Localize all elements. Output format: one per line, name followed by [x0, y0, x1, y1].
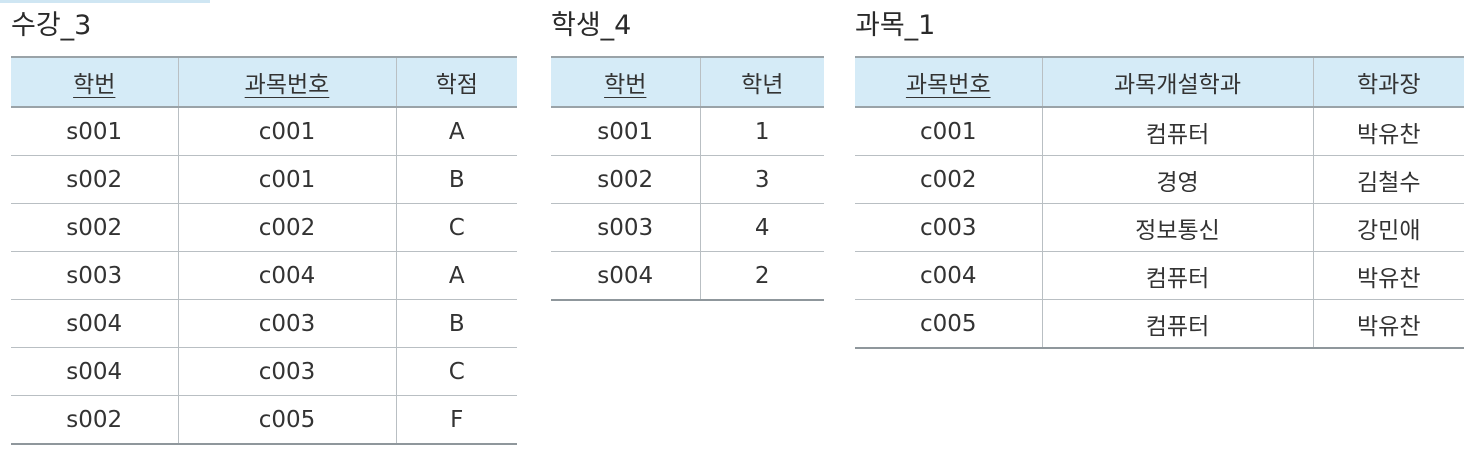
column-header: 과목개설학과 — [1041, 56, 1313, 108]
relation-table-course: 과목번호 과목개설학과 학과장 c001 컴퓨터 박유찬 c002 경영 김철수… — [855, 56, 1464, 349]
table-row: c003 정보통신 강민애 — [855, 203, 1464, 252]
cell: c005 — [177, 395, 396, 445]
cell: 4 — [699, 203, 824, 252]
cell: c001 — [855, 107, 1042, 156]
column-header: 학점 — [395, 56, 517, 108]
table-row: c004 컴퓨터 박유찬 — [855, 251, 1464, 300]
table-row: s004 c003 C — [11, 347, 517, 396]
header-row: 과목번호 과목개설학과 학과장 — [855, 56, 1464, 108]
cell: c002 — [855, 155, 1042, 204]
relation-title: 수강_3 — [11, 10, 92, 41]
cell: C — [395, 347, 517, 396]
primary-key-label: 과목번호 — [905, 72, 991, 98]
cell: 컴퓨터 — [1041, 299, 1313, 349]
cell: s002 — [11, 203, 178, 252]
cell: 박유찬 — [1312, 107, 1464, 156]
table-row: s002 3 — [551, 155, 824, 204]
column-header: 과목번호 — [177, 56, 396, 108]
table-row: s004 c003 B — [11, 299, 517, 348]
column-header: 학번 — [551, 56, 700, 108]
table-row: s002 c002 C — [11, 203, 517, 252]
cell: c003 — [177, 347, 396, 396]
primary-key-label: 학번 — [604, 72, 647, 98]
cell: 박유찬 — [1312, 251, 1464, 300]
cell: c003 — [177, 299, 396, 348]
relation-title: 학생_4 — [551, 10, 632, 41]
cell: s003 — [551, 203, 700, 252]
table-row: c001 컴퓨터 박유찬 — [855, 107, 1464, 156]
column-header: 과목번호 — [855, 56, 1042, 108]
cell: A — [395, 107, 517, 156]
cell: 강민애 — [1312, 203, 1464, 252]
table-row: s003 4 — [551, 203, 824, 252]
cell: s002 — [11, 155, 178, 204]
column-header: 학과장 — [1312, 56, 1464, 108]
header-row: 학번 학년 — [551, 56, 824, 108]
cell: A — [395, 251, 517, 300]
cell: 정보통신 — [1041, 203, 1313, 252]
cell: 박유찬 — [1312, 299, 1464, 349]
primary-key-label: 학번 — [73, 72, 116, 98]
cell: 김철수 — [1312, 155, 1464, 204]
cell: s003 — [11, 251, 178, 300]
column-header: 학번 — [11, 56, 178, 108]
table-row: s002 c005 F — [11, 395, 517, 445]
cell: c004 — [855, 251, 1042, 300]
cell: s004 — [11, 299, 178, 348]
table-row: s002 c001 B — [11, 155, 517, 204]
cell: s004 — [11, 347, 178, 396]
cell: s004 — [551, 251, 700, 301]
cell: 컴퓨터 — [1041, 251, 1313, 300]
relation-table-student: 학번 학년 s001 1 s002 3 s003 4 s004 2 — [551, 56, 824, 301]
cell: c005 — [855, 299, 1042, 349]
table-row: s003 c004 A — [11, 251, 517, 300]
cell: c003 — [855, 203, 1042, 252]
cell: 3 — [699, 155, 824, 204]
cell: 2 — [699, 251, 824, 301]
cell: s001 — [551, 107, 700, 156]
cell: c002 — [177, 203, 396, 252]
cell: B — [395, 155, 517, 204]
cell: c004 — [177, 251, 396, 300]
cell: c001 — [177, 155, 396, 204]
cell: C — [395, 203, 517, 252]
table-row: c005 컴퓨터 박유찬 — [855, 299, 1464, 349]
cell: 1 — [699, 107, 824, 156]
relation-table-enrollment: 학번 과목번호 학점 s001 c001 A s002 c001 B s002 … — [11, 56, 517, 445]
primary-key-label: 과목번호 — [244, 72, 330, 98]
cell: c001 — [177, 107, 396, 156]
column-header: 학년 — [699, 56, 824, 108]
top-accent-bar — [0, 0, 210, 3]
cell: 경영 — [1041, 155, 1313, 204]
cell: s001 — [11, 107, 178, 156]
cell: F — [395, 395, 517, 445]
relation-title: 과목_1 — [855, 10, 936, 41]
table-row: s001 1 — [551, 107, 824, 156]
table-row: s001 c001 A — [11, 107, 517, 156]
table-row: s004 2 — [551, 251, 824, 301]
cell: s002 — [551, 155, 700, 204]
table-row: c002 경영 김철수 — [855, 155, 1464, 204]
cell: 컴퓨터 — [1041, 107, 1313, 156]
cell: B — [395, 299, 517, 348]
header-row: 학번 과목번호 학점 — [11, 56, 517, 108]
cell: s002 — [11, 395, 178, 445]
